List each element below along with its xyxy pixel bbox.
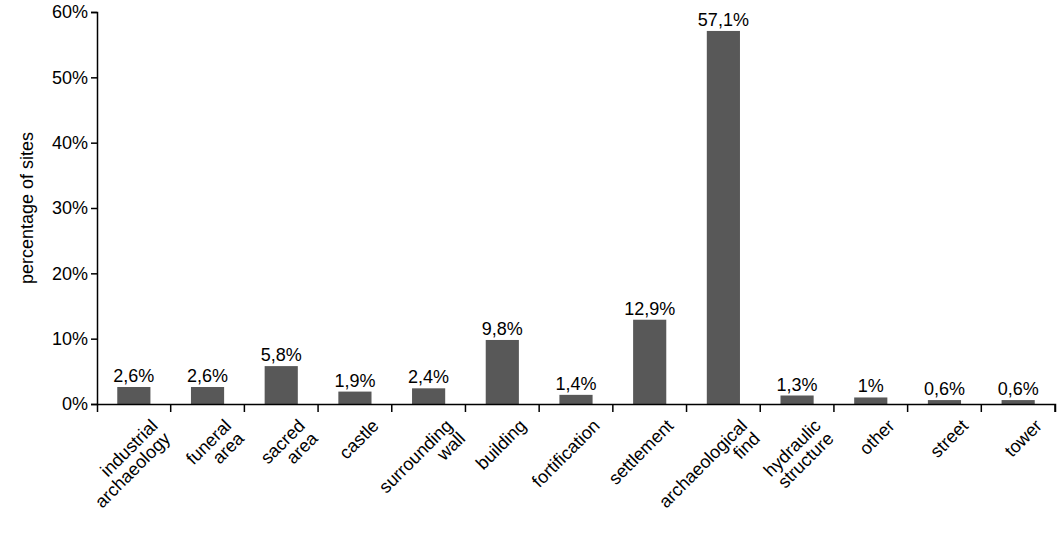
bar [633,320,666,404]
x-tick-label: settlement [605,416,678,489]
y-tick-mark [91,338,97,340]
x-tick-mark [612,404,614,412]
y-tick: 20% [52,264,97,284]
bar [854,397,887,404]
bar [412,388,445,404]
data-label: 1,9% [334,371,375,391]
y-tick: 0% [62,394,97,414]
data-label: 5,8% [261,345,302,365]
x-tick-mark [465,404,467,412]
x-tick-mark [1054,404,1056,412]
x-tick-mark [833,404,835,412]
data-label: 9,8% [482,319,523,339]
x-tick-label: hydraulicstructure [760,416,838,494]
bar [117,387,150,404]
data-label: 2,6% [187,366,228,386]
x-tick-mark [538,404,540,412]
data-label: 1% [858,376,884,396]
x-tick [981,404,982,412]
bar [780,396,813,404]
y-tick-mark [91,142,97,144]
x-tick-labels: industrialarchaeologyfuneralareasacredar… [78,415,1046,525]
y-tick-mark [91,273,97,275]
chart: 0% 10% 20% 30% 40% 50% 60% industrialarchaeolog… [0,0,1064,538]
data-label: 12,9% [624,299,675,319]
y-tick-label: 20% [52,264,88,284]
y-tick-label: 10% [52,329,88,349]
x-tick [907,404,908,412]
bar [191,387,224,404]
x-tick-mark [981,404,983,412]
y-tick-mark [91,77,97,79]
y-tick-mark [91,12,97,14]
y-axis: 0% 10% 20% 30% 40% 50% 60% [52,2,98,414]
x-tick-label: building [472,416,530,474]
y-tick: 50% [52,68,97,88]
x-tick [465,404,466,412]
x-tick [1055,404,1056,412]
x-tick [760,404,761,412]
data-label: 0,6% [998,379,1039,399]
y-tick: 60% [52,2,97,22]
x-tick-label: archaeologicalfind [655,416,764,525]
y-tick-label: 30% [52,198,88,218]
data-label: 0,6% [924,379,965,399]
bar [338,392,371,404]
y-tick: 40% [52,133,97,153]
y-tick-label: 60% [52,2,88,22]
data-label: 1,3% [777,375,818,395]
y-tick-mark [91,208,97,210]
x-tick [318,404,319,412]
x-tick-mark [244,404,246,412]
x-tick [391,404,392,412]
x-tick-mark [170,404,172,412]
x-tick-mark [391,404,393,412]
x-tick-label: castle [335,416,382,463]
y-tick-label: 40% [52,133,88,153]
x-tick-mark [759,404,761,412]
data-labels: 2,6% 2,6% 5,8% 1,9% 2,4% 9,8% 1,4% 12,9% 57,1% 1,… [113,10,1038,399]
y-tick-label: 0% [62,394,88,414]
x-axis-line [98,405,1056,413]
x-tick-mark [317,404,319,412]
bar [486,340,519,404]
bars [117,31,1034,404]
x-tick-mark [686,404,688,412]
y-tick-mark [91,404,97,406]
x-tick-label: fortification [528,416,604,492]
x-tick-label: funeralarea [182,415,248,481]
x-tick [612,404,613,412]
x-tick-label: street [926,416,972,462]
x-tick-label: tower [1001,416,1046,461]
x-tick [244,404,245,412]
x-axis [98,404,1056,412]
bar [265,366,298,404]
y-axis-title: percentage of sites [17,132,37,284]
y-tick-label: 50% [52,68,88,88]
x-tick [686,404,687,412]
data-label: 57,1% [698,10,749,30]
x-tick [170,404,171,412]
bar [707,31,740,404]
bar [1002,400,1035,404]
data-label: 2,4% [408,367,449,387]
x-tick-label: industrialarchaeology [78,416,174,512]
y-tick: 10% [52,329,97,349]
y-axis-line [91,13,98,405]
x-tick-label: surroundingwall [375,416,469,510]
x-tick [833,404,834,412]
x-tick-label: sacredarea [257,415,323,481]
x-tick-mark [907,404,909,412]
data-label: 2,6% [113,366,154,386]
bar [559,395,592,404]
data-label: 1,4% [555,374,596,394]
x-tick-label: other [855,416,898,459]
y-tick: 30% [52,198,97,218]
bar [928,400,961,404]
plot: 0% 10% 20% 30% 40% 50% 60% industrialarchaeolog… [52,2,1056,524]
x-tick [539,404,540,412]
